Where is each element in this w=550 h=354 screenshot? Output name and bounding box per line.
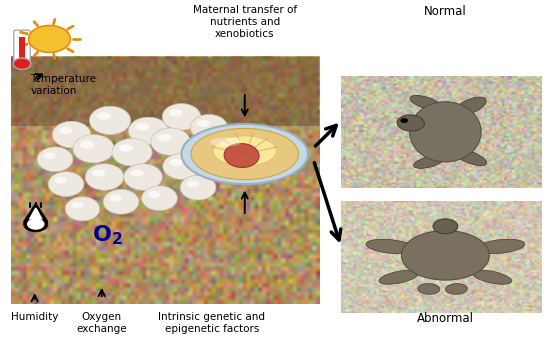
Ellipse shape: [97, 112, 111, 120]
Ellipse shape: [454, 149, 487, 166]
Ellipse shape: [224, 143, 259, 167]
Ellipse shape: [85, 164, 124, 190]
Ellipse shape: [397, 115, 425, 131]
Ellipse shape: [92, 169, 106, 177]
Ellipse shape: [109, 195, 122, 201]
Ellipse shape: [65, 197, 100, 221]
Ellipse shape: [135, 123, 150, 131]
Ellipse shape: [210, 137, 241, 147]
Circle shape: [24, 216, 48, 232]
Ellipse shape: [186, 181, 199, 187]
Ellipse shape: [454, 97, 486, 116]
Ellipse shape: [402, 230, 490, 280]
Ellipse shape: [410, 102, 481, 162]
Ellipse shape: [151, 128, 190, 155]
Ellipse shape: [142, 186, 177, 211]
Ellipse shape: [418, 284, 440, 294]
Ellipse shape: [213, 136, 276, 166]
Ellipse shape: [433, 219, 458, 234]
Bar: [19, 37, 25, 60]
Text: Humidity: Humidity: [11, 312, 58, 322]
Text: Oxygen
exchange: Oxygen exchange: [76, 312, 127, 334]
Ellipse shape: [89, 106, 131, 135]
Ellipse shape: [366, 239, 415, 253]
Ellipse shape: [169, 159, 183, 166]
Circle shape: [29, 25, 70, 52]
Text: Abnormal: Abnormal: [417, 312, 474, 325]
Ellipse shape: [73, 135, 114, 163]
Ellipse shape: [54, 177, 67, 184]
Ellipse shape: [476, 239, 525, 253]
Text: Intrinsic genetic and
epigenetic factors: Intrinsic genetic and epigenetic factors: [158, 312, 265, 334]
Circle shape: [400, 118, 408, 123]
Ellipse shape: [410, 96, 442, 110]
Ellipse shape: [169, 109, 183, 116]
Circle shape: [13, 58, 31, 69]
Ellipse shape: [43, 152, 56, 159]
Ellipse shape: [72, 202, 84, 209]
Ellipse shape: [103, 189, 139, 214]
Ellipse shape: [182, 124, 308, 184]
Ellipse shape: [162, 103, 201, 130]
Ellipse shape: [37, 147, 73, 172]
Ellipse shape: [190, 115, 228, 140]
Ellipse shape: [180, 175, 216, 200]
Ellipse shape: [197, 120, 210, 127]
Text: Maternal transfer of
nutrients and
xenobiotics: Maternal transfer of nutrients and xenob…: [192, 5, 297, 39]
Ellipse shape: [80, 141, 95, 148]
Ellipse shape: [158, 134, 172, 141]
Polygon shape: [29, 206, 43, 219]
Ellipse shape: [112, 138, 152, 166]
Ellipse shape: [124, 164, 162, 190]
Circle shape: [27, 218, 45, 230]
FancyBboxPatch shape: [14, 30, 30, 67]
Ellipse shape: [191, 129, 299, 179]
Ellipse shape: [119, 144, 133, 152]
Ellipse shape: [446, 284, 468, 294]
Text: Normal: Normal: [424, 5, 467, 18]
Bar: [11, 57, 319, 126]
Ellipse shape: [59, 127, 73, 134]
Ellipse shape: [148, 191, 161, 198]
Ellipse shape: [130, 169, 144, 177]
Ellipse shape: [472, 270, 512, 284]
Ellipse shape: [52, 121, 91, 148]
Polygon shape: [24, 203, 48, 228]
Text: Temperature
variation: Temperature variation: [30, 74, 96, 96]
Ellipse shape: [414, 156, 444, 168]
Text: $\mathbf{O_2}$: $\mathbf{O_2}$: [92, 224, 123, 247]
Ellipse shape: [48, 172, 84, 196]
Ellipse shape: [163, 154, 200, 179]
Ellipse shape: [129, 117, 168, 145]
Ellipse shape: [379, 270, 418, 284]
